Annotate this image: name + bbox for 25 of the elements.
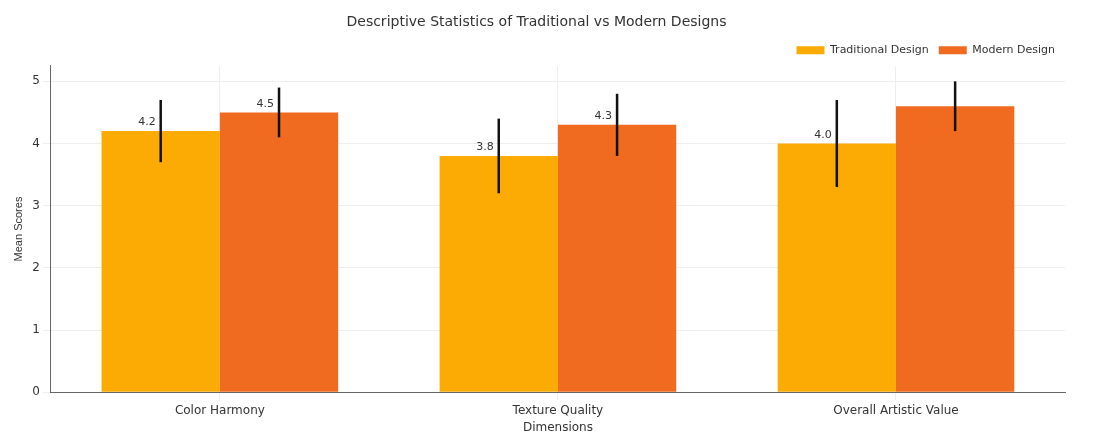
y-tick-label: 4 <box>32 135 40 150</box>
bar <box>557 124 677 392</box>
data-label: 4.3 <box>594 109 613 123</box>
x-tick-label: Color Harmony <box>174 402 265 417</box>
chart-title: Descriptive Statistics of Traditional vs Modern Designs <box>346 13 727 30</box>
y-tick-label: 3 <box>32 197 40 212</box>
y-tick-label: 0 <box>32 384 40 399</box>
y-tick-label: 2 <box>32 259 40 274</box>
legend-label: Modern Design <box>972 43 1056 57</box>
y-tick-label: 1 <box>32 322 40 337</box>
data-label: 4.5 <box>256 96 275 110</box>
bar <box>439 155 558 392</box>
data-label: 3.8 <box>476 140 494 154</box>
x-tick-label: Overall Artistic Value <box>833 402 959 417</box>
x-axis-title: Dimensions <box>522 419 593 434</box>
x-tick-label: Texture Quality <box>511 402 604 417</box>
legend-label: Traditional Design <box>829 43 929 57</box>
y-tick-label: 5 <box>32 73 40 88</box>
data-label: 4.0 <box>814 127 832 141</box>
data-label: 4.2 <box>138 115 156 129</box>
y-axis-title: Mean Scores <box>11 196 24 262</box>
bar <box>219 112 339 392</box>
bar <box>777 143 896 392</box>
bar <box>101 131 220 392</box>
bar <box>895 106 1015 392</box>
